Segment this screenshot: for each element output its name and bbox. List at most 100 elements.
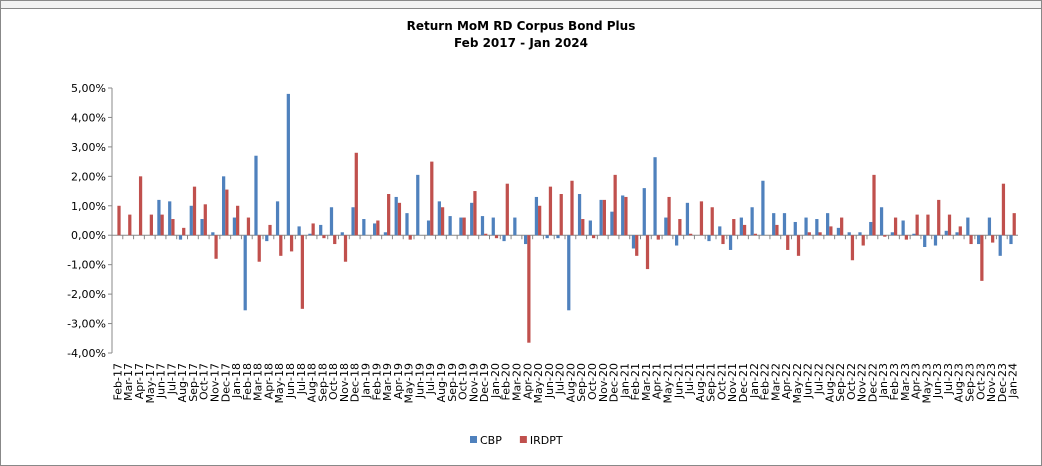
bar <box>257 235 261 262</box>
bar <box>268 224 272 236</box>
bar <box>937 199 941 236</box>
bar <box>742 224 747 236</box>
x-tick-label: Jul-18 <box>295 363 308 395</box>
bar <box>872 174 876 236</box>
bar <box>437 201 441 236</box>
bar <box>319 224 323 236</box>
bar <box>966 217 970 236</box>
legend-label: IRDPT <box>530 434 563 447</box>
x-tick-label: Jan-23 <box>877 363 890 399</box>
x-tick-label: Sep-20 <box>575 363 588 402</box>
bar <box>699 201 704 236</box>
x-tick-label: Dec-18 <box>349 363 362 402</box>
bar <box>955 232 959 236</box>
x-tick-label: Oct-23 <box>974 363 987 400</box>
y-tick-label: 3,00% <box>71 141 106 154</box>
bar <box>642 188 646 236</box>
bar <box>761 180 765 236</box>
bar <box>394 196 398 236</box>
bar <box>750 207 754 236</box>
bar <box>998 235 1002 256</box>
bar <box>621 195 625 236</box>
bar <box>796 235 801 256</box>
x-tick-label: Oct-17 <box>198 363 211 400</box>
bar <box>480 216 485 236</box>
x-tick-label: Feb-20 <box>500 363 513 400</box>
x-tick-label: May-23 <box>920 363 933 404</box>
x-tick-label: May-22 <box>791 363 804 404</box>
x-tick-label: Oct-20 <box>586 363 599 400</box>
bar <box>200 219 204 236</box>
y-tick-label: -4,00% <box>67 347 106 360</box>
bar <box>559 194 563 236</box>
bar <box>157 199 161 236</box>
bar <box>980 235 984 281</box>
bar <box>275 201 280 236</box>
x-tick-label: Jun-17 <box>155 363 168 399</box>
bar <box>534 196 539 236</box>
x-tick-label: Dec-23 <box>996 363 1009 402</box>
bar <box>858 232 862 236</box>
bar <box>678 219 682 236</box>
x-tick-label: Feb-23 <box>888 363 901 400</box>
x-tick-label: Apr-20 <box>521 363 534 399</box>
bar <box>926 214 930 236</box>
x-tick-label: Mar-18 <box>252 363 265 401</box>
bar <box>182 227 186 236</box>
x-tick-label: Mar-19 <box>381 363 394 401</box>
x-tick-label: Aug-17 <box>176 363 189 402</box>
bar <box>883 235 887 237</box>
x-tick-label: Feb-17 <box>111 363 124 400</box>
bar <box>373 223 377 236</box>
bar <box>333 235 337 245</box>
bar <box>405 213 409 236</box>
bar <box>538 205 542 236</box>
bar <box>689 233 693 236</box>
bar <box>772 213 776 236</box>
bar <box>160 214 164 236</box>
x-tick-label: Mar-17 <box>122 363 135 401</box>
x-tick-label: Jan-24 <box>1007 363 1020 399</box>
bar <box>222 176 226 236</box>
bar <box>1012 213 1016 236</box>
bar <box>775 224 779 236</box>
x-tick-label: Feb-19 <box>370 363 383 400</box>
bar <box>656 235 660 240</box>
bar <box>786 235 790 250</box>
bar <box>850 235 855 261</box>
bar <box>890 232 894 236</box>
x-tick-label: Jul-23 <box>942 363 955 395</box>
bar <box>1009 235 1013 245</box>
bar <box>577 194 582 236</box>
bar <box>192 186 197 236</box>
bar <box>484 233 488 236</box>
bar <box>707 235 711 242</box>
x-tick-label: Apr-17 <box>133 363 146 399</box>
bar <box>923 235 927 247</box>
x-tick-label: Sep-18 <box>316 363 329 402</box>
bar <box>232 217 237 236</box>
bar <box>912 233 916 236</box>
bar <box>635 235 639 256</box>
bar <box>189 205 193 236</box>
y-tick-label: -3,00% <box>67 318 106 331</box>
bar <box>203 204 207 236</box>
x-tick-label: Oct-19 <box>457 363 470 400</box>
x-tick-label: Sep-22 <box>834 363 847 402</box>
legend-label: CBP <box>480 434 502 447</box>
bar <box>947 214 952 236</box>
x-tick-label: May-20 <box>532 363 545 404</box>
bar <box>494 235 499 239</box>
bar <box>732 219 736 236</box>
x-tick-label: Dec-21 <box>737 363 750 402</box>
x-tick-label: May-17 <box>144 363 157 404</box>
bar <box>397 202 402 236</box>
bar <box>329 207 334 236</box>
x-tick-label: Aug-23 <box>953 363 966 402</box>
x-tick-label: Jul-22 <box>812 363 825 395</box>
x-tick-label: Jul-17 <box>165 363 178 395</box>
bar <box>440 207 445 236</box>
bar <box>807 232 811 236</box>
bar <box>721 235 725 245</box>
